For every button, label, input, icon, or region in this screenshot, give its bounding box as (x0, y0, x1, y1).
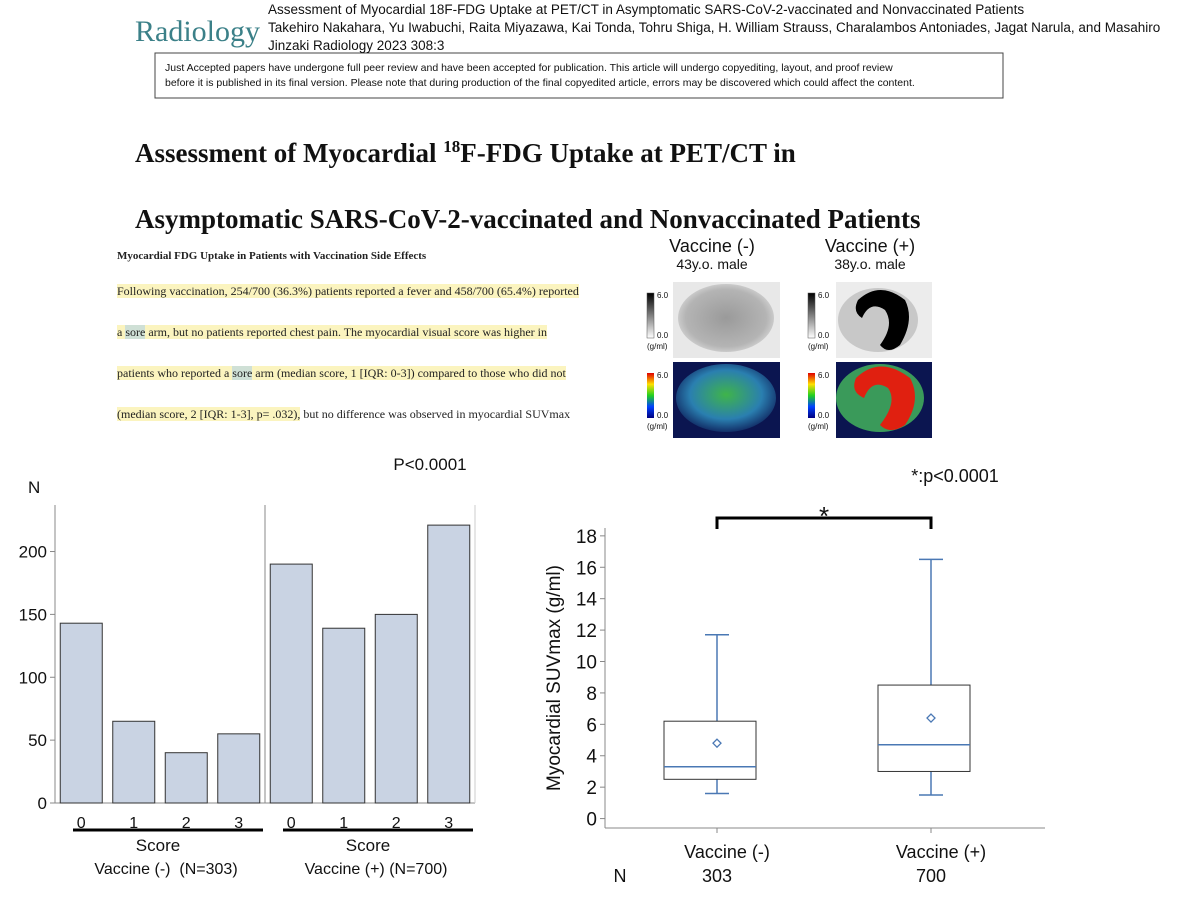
significance-mark: * (819, 501, 829, 531)
y-tick-label: 16 (576, 558, 597, 579)
x-tick-label: 3 (234, 815, 243, 832)
y-tick-label: 2 (586, 778, 597, 799)
box (663, 720, 757, 780)
image-subtitle: 43y.o. male (676, 256, 748, 272)
y-tick-label: 0 (38, 794, 47, 813)
excerpt-text: but no difference was observed in myocar… (300, 407, 571, 421)
journal-logo: Radiology (135, 15, 260, 48)
x-axis-label: Score (346, 836, 390, 855)
image-subtitle: 38y.o. male (834, 256, 906, 272)
excerpt-line: patients who reported a sore arm (median… (117, 366, 627, 407)
excerpt-text: sore (232, 366, 253, 380)
n-value: 303 (702, 866, 732, 886)
bar (59, 622, 103, 804)
y-axis-label: N (28, 478, 40, 497)
y-tick-label: 12 (576, 621, 597, 642)
excerpt-line: (median score, 2 [IQR: 1-3], p= .032), b… (117, 407, 627, 448)
bar (427, 524, 471, 804)
article-title: Asymptomatic SARS-CoV-2-vaccinated and N… (135, 204, 920, 234)
scale-min: 0.0 (818, 411, 830, 420)
scale-unit: (g/ml) (808, 342, 829, 351)
y-tick-label: 6 (586, 715, 597, 736)
scale-unit: (g/ml) (647, 342, 668, 351)
notice-line: Just Accepted papers have undergone full… (165, 62, 893, 74)
n-label: N (614, 866, 627, 886)
scale-unit: (g/ml) (647, 422, 668, 431)
image-title: Vaccine (+) (825, 236, 915, 256)
group-label: Vaccine (+) (N=700) (305, 861, 448, 878)
y-tick-label: 4 (586, 747, 597, 768)
excerpt-text: Following vaccination, 254/700 (36.3%) p… (117, 284, 579, 298)
excerpt-text: arm, but no patients reported chest pain… (145, 325, 547, 339)
excerpt-text: sore (125, 325, 146, 339)
excerpt-text: a (117, 325, 126, 339)
box (877, 684, 971, 772)
y-axis-label: Myocardial SUVmax (g/ml) (544, 565, 565, 791)
scale-max: 6.0 (818, 371, 830, 380)
x-tick-label: 0 (287, 815, 296, 832)
n-value: 700 (916, 866, 946, 886)
scale-min: 0.0 (657, 331, 669, 340)
scale-max: 6.0 (657, 291, 669, 300)
x-tick-label: 1 (339, 815, 348, 832)
excerpt-text: arm (median score, 1 [IQR: 0-3]) compare… (252, 366, 566, 380)
x-tick-label: 3 (444, 815, 453, 832)
bar (374, 613, 418, 804)
title-superscript: 18 (443, 137, 460, 156)
y-tick-label: 100 (19, 668, 47, 687)
x-tick-label: Vaccine (-) (684, 842, 770, 862)
excerpt: Myocardial FDG Uptake in Patients with V… (117, 250, 627, 448)
annotation: P<0.0001 (393, 455, 466, 474)
excerpt-line: a sore arm, but no patients reported che… (117, 325, 627, 366)
bar (269, 563, 313, 804)
bar (217, 733, 261, 804)
y-tick-label: 14 (576, 590, 598, 611)
x-tick-label: 1 (129, 815, 138, 832)
x-axis-label: Score (136, 836, 180, 855)
mean-marker (926, 713, 936, 723)
excerpt-text: patients who reported a (117, 366, 233, 380)
scale-unit: (g/ml) (808, 422, 829, 431)
x-tick-label: 0 (77, 815, 86, 832)
mean-marker (712, 738, 722, 749)
scale-max: 6.0 (657, 371, 669, 380)
y-tick-label: 50 (28, 731, 47, 750)
header-line: Takehiro Nakahara, Yu Iwabuchi, Raita Mi… (268, 20, 1160, 35)
excerpt-line: Following vaccination, 254/700 (36.3%) p… (117, 284, 627, 325)
notice-line: before it is published in its final vers… (165, 77, 915, 89)
bar (322, 627, 366, 804)
annotation: *:p<0.0001 (911, 466, 999, 486)
y-tick-label: 10 (576, 653, 597, 674)
bar (164, 752, 208, 804)
excerpt-text: (median score, 2 [IQR: 1-3], p= .032), (117, 407, 301, 421)
pet-images (646, 282, 932, 438)
x-tick-label: 2 (182, 815, 191, 832)
y-tick-label: 0 (586, 810, 597, 831)
x-tick-label: Vaccine (+) (896, 842, 986, 862)
bar (112, 720, 156, 804)
group-label: Vaccine (-) (N=303) (94, 861, 237, 878)
y-tick-label: 18 (576, 527, 597, 548)
article-title: Assessment of Myocardial 18F-FDG Uptake … (135, 137, 796, 168)
significance-bracket (715, 516, 933, 529)
title-part: F-FDG Uptake at PET/CT in (460, 138, 796, 168)
x-tick-label: 2 (392, 815, 401, 832)
y-tick-label: 150 (19, 605, 47, 624)
y-tick-label: 200 (19, 543, 47, 562)
header-line: Assessment of Myocardial 18F-FDG Uptake … (268, 2, 1024, 17)
y-tick-label: 8 (586, 684, 597, 705)
scale-min: 0.0 (818, 331, 830, 340)
title-part: Assessment of Myocardial (135, 138, 443, 168)
scale-max: 6.0 (818, 291, 830, 300)
excerpt-heading: Myocardial FDG Uptake in Patients with V… (117, 250, 427, 262)
notice-box (154, 52, 1004, 99)
header-line: Jinzaki Radiology 2023 308:3 (268, 38, 444, 53)
image-title: Vaccine (-) (669, 236, 755, 256)
scale-min: 0.0 (657, 411, 669, 420)
